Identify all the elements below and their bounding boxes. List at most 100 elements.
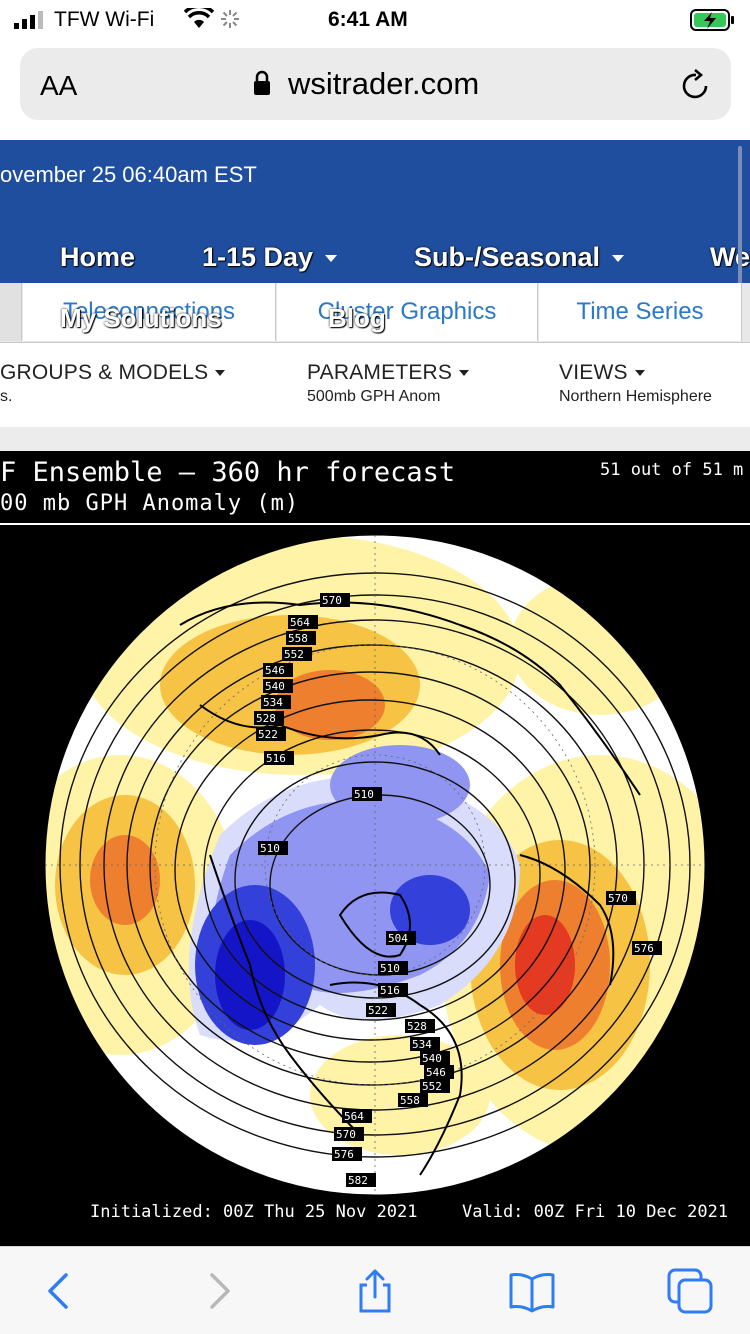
nav-we[interactable]: We — [710, 242, 750, 273]
contour-label: 540 — [420, 1051, 450, 1065]
book-icon[interactable] — [506, 1265, 558, 1317]
svg-text:570: 570 — [608, 892, 628, 905]
contour-label: 570 — [334, 1127, 364, 1141]
nav-sub-seasonal-label: Sub-/Seasonal — [414, 242, 601, 272]
contour-label: 510 — [258, 841, 288, 855]
status-bar: TFW Wi-Fi 6:41 AM — [0, 0, 750, 40]
tab-teleconnections[interactable]: Teleconnections — [23, 283, 276, 341]
initialized-label: Initialized: 00Z Thu 25 Nov 2021 — [90, 1202, 418, 1222]
parameters-value: 500mb GPH Anom — [307, 388, 441, 405]
groups-value: s. — [0, 388, 13, 405]
text-size-button[interactable]: AA — [40, 70, 78, 101]
forward-icon[interactable] — [192, 1265, 244, 1317]
lat-lon-grid — [45, 535, 705, 1195]
sub-navigation: Teleconnections Cluster Graphics Time Se… — [0, 283, 750, 343]
svg-text:576: 576 — [634, 942, 654, 955]
svg-text:510: 510 — [380, 962, 400, 975]
contour-label: 504 — [386, 931, 416, 945]
reload-icon[interactable] — [680, 68, 712, 107]
nav-1-15-day[interactable]: 1-15 Day — [202, 242, 338, 273]
parameters-title: PARAMETERS — [307, 361, 453, 384]
valid-label: Valid: 00Z Fri 10 Dec 2021 — [462, 1202, 729, 1222]
contour-label: 540 — [263, 679, 293, 693]
contour-label: 576 — [332, 1147, 362, 1161]
contour-label: 516 — [378, 983, 408, 997]
carrier-label: TFW Wi-Fi — [54, 8, 155, 31]
contour-label: 546 — [263, 663, 293, 677]
back-icon[interactable] — [34, 1265, 86, 1317]
chevron-down-icon — [233, 316, 246, 324]
url-text[interactable]: wsitrader.com — [288, 66, 480, 101]
svg-text:570: 570 — [336, 1128, 356, 1141]
contour-label: 552 — [420, 1079, 450, 1093]
svg-text:558: 558 — [400, 1094, 420, 1107]
subtab-left-edge — [0, 283, 22, 341]
contour-label: 522 — [256, 727, 286, 741]
svg-text:516: 516 — [380, 984, 400, 997]
tabs-icon[interactable] — [664, 1265, 716, 1317]
svg-text:564: 564 — [344, 1110, 364, 1123]
svg-text:552: 552 — [422, 1080, 442, 1093]
svg-text:510: 510 — [260, 842, 280, 855]
menu-blog[interactable]: Blog — [328, 303, 386, 333]
svg-text:534: 534 — [263, 696, 283, 709]
signal-icon — [14, 11, 48, 35]
contour-label: 564 — [288, 615, 318, 629]
chevron-down-icon — [634, 370, 645, 377]
tab-cluster-graphics[interactable]: Cluster Graphics — [277, 283, 538, 341]
lock-icon — [252, 70, 272, 101]
svg-text:552: 552 — [284, 648, 304, 661]
battery-charging-icon — [690, 8, 736, 38]
svg-text:504: 504 — [388, 932, 408, 945]
forecast-map-panel: F Ensemble — 360 hr forecast 00 mb GPH A… — [0, 451, 750, 1246]
contour-label: 510 — [378, 961, 408, 975]
contour-label: 564 — [342, 1109, 372, 1123]
hemisphere-map[interactable]: 570 564 558 552 546 540 534 528 522 516 … — [0, 535, 750, 1215]
svg-text:540: 540 — [265, 680, 285, 693]
contour-label: 516 — [264, 751, 294, 765]
wifi-icon — [183, 4, 215, 36]
nav-sub-seasonal[interactable]: Sub-/Seasonal — [414, 242, 625, 273]
contour-label: 576 — [632, 941, 662, 955]
menu-my-solutions[interactable]: My Solutions — [60, 303, 246, 334]
contour-label: 570 — [606, 891, 636, 905]
contour-label: 534 — [410, 1037, 440, 1051]
svg-text:516: 516 — [266, 752, 286, 765]
svg-text:510: 510 — [354, 788, 374, 801]
parameters-selector[interactable]: PARAMETERS 500mb GPH Anom — [307, 361, 470, 406]
tab-time-series[interactable]: Time Series — [539, 283, 742, 341]
clock: 6:41 AM — [328, 8, 408, 31]
contour-label: 510 — [352, 787, 382, 801]
svg-text:582: 582 — [348, 1174, 368, 1187]
contour-label: 546 — [424, 1065, 454, 1079]
loading-spinner-icon — [220, 9, 240, 35]
browser-toolbar — [0, 1246, 750, 1334]
share-icon[interactable] — [349, 1265, 401, 1317]
title-divider — [0, 523, 750, 525]
nav-home[interactable]: Home — [60, 242, 135, 273]
contour-label: 528 — [254, 711, 284, 725]
contour-label: 558 — [398, 1093, 428, 1107]
contour-label: 582 — [346, 1173, 376, 1187]
svg-text:534: 534 — [412, 1038, 432, 1051]
contour-label: 528 — [405, 1019, 435, 1033]
groups-title: GROUPS & MODELS — [0, 361, 209, 384]
views-title: VIEWS — [559, 361, 628, 384]
chevron-down-icon — [325, 255, 338, 263]
svg-text:558: 558 — [288, 632, 308, 645]
map-title: F Ensemble — 360 hr forecast — [0, 457, 456, 488]
svg-text:522: 522 — [368, 1004, 388, 1017]
address-bar[interactable]: AA wsitrader.com — [20, 48, 731, 120]
groups-models-selector[interactable]: GROUPS & MODELS s. — [0, 361, 226, 406]
contour-label: 522 — [366, 1003, 396, 1017]
svg-text:522: 522 — [258, 728, 278, 741]
divider-bar — [0, 427, 750, 451]
svg-text:564: 564 — [290, 616, 310, 629]
svg-text:528: 528 — [256, 712, 276, 725]
chevron-down-icon — [215, 370, 226, 377]
contour-label: 534 — [261, 695, 291, 709]
map-subtitle: 00 mb GPH Anomaly (m) — [0, 491, 300, 516]
views-selector[interactable]: VIEWS Northern Hemisphere — [559, 361, 712, 406]
menu-my-solutions-label: My Solutions — [60, 303, 222, 333]
map-border — [44, 535, 706, 1196]
